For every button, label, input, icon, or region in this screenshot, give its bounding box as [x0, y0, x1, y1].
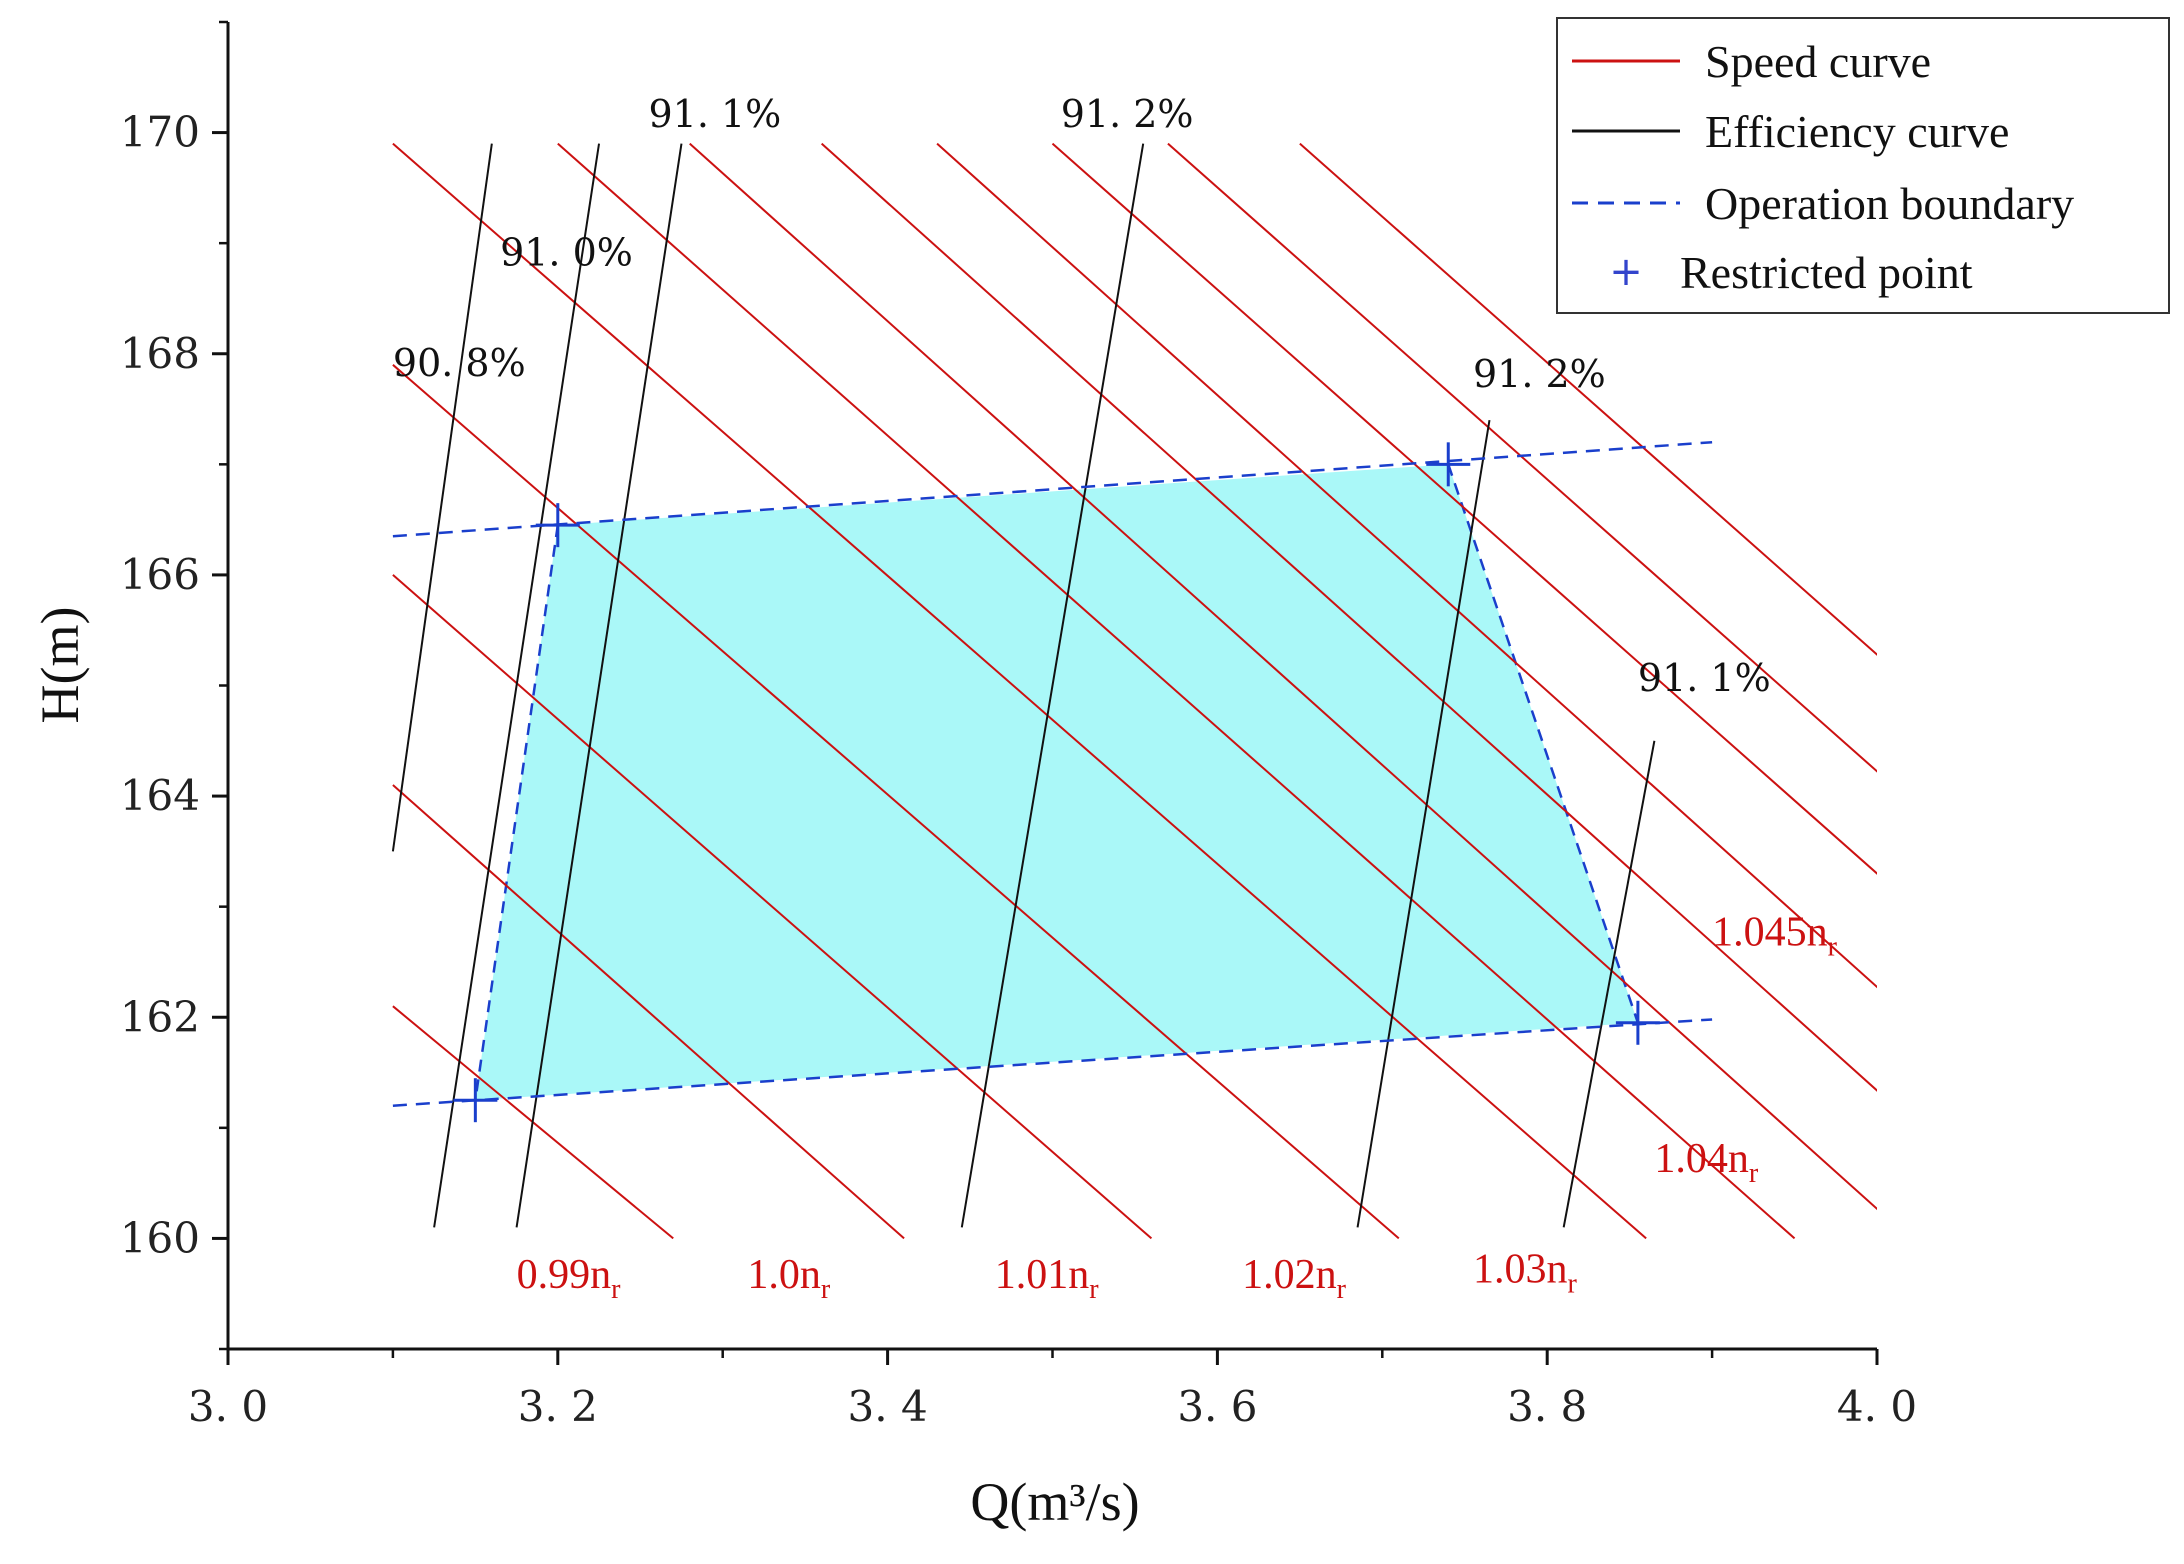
speed-curve-3 [392, 574, 1153, 1240]
efficiency-curve-1 [433, 143, 601, 1228]
restricted-point-1 [535, 503, 580, 548]
speed-curve-10 [1051, 142, 1877, 875]
restricted-point-4 [453, 1078, 498, 1123]
x-tick-label-2: 3. 2 [518, 1382, 598, 1431]
boundary-side-1 [474, 524, 560, 1101]
operation-boundary [392, 440, 1713, 1107]
speed-curve-4 [392, 364, 1400, 1240]
efficiency-label-1: 91. 1% [648, 92, 781, 136]
speed-curve-9 [936, 142, 1877, 989]
restricted-point-3 [1615, 1000, 1660, 1045]
x-axis-title: Q(m³/s) [970, 1472, 1139, 1532]
legend-label-efficiency: Efficiency curve [1705, 106, 2009, 157]
efficiency-curve-2 [515, 143, 683, 1228]
restricted-point-2 [1426, 442, 1471, 487]
speed-curve-6 [557, 142, 1796, 1240]
speed-label-5: 1.03nr [1473, 1247, 1578, 1300]
speed-label-6: 1.04nr [1654, 1136, 1759, 1189]
speed-curve-5 [392, 142, 1647, 1240]
efficiency-curves [391, 143, 1656, 1228]
speed-curve-12 [1299, 142, 1877, 656]
restricted-points [453, 442, 1660, 1123]
boundary-side-2 [1447, 463, 1640, 1024]
y-tick-label-1: 160 [120, 1213, 200, 1262]
boundary-top [392, 440, 1713, 538]
y-tick-label-6: 170 [120, 108, 200, 157]
axes: 3. 0 3. 2 3. 4 3. 6 3. 8 4. 0 160 162 164 166 168 1… [120, 20, 1917, 1431]
efficiency-curve-6 [1562, 740, 1656, 1228]
efficiency-curve-5 [1356, 419, 1491, 1228]
speed-label-4: 1.02nr [1242, 1252, 1347, 1305]
y-tick-label-3: 164 [120, 771, 200, 820]
legend-box [1556, 17, 2170, 314]
y-axis-title: H(m) [30, 607, 90, 724]
efficiency-label-2: 91. 2% [1061, 92, 1194, 136]
speed-curve-7 [689, 142, 1877, 1211]
x-tick-label-3: 3. 4 [848, 1382, 928, 1431]
y-tick-label-2: 162 [120, 992, 200, 1041]
curve-labels: 91. 1% 91. 2% 91. 0% 90. 8% 91. 2% 91. 1% 0.99… [393, 92, 1838, 1305]
legend-marker-icon: + [1609, 249, 1643, 295]
efficiency-label-4: 90. 8% [393, 341, 526, 385]
y-tick-label-4: 166 [120, 550, 200, 599]
legend-label-speed: Speed curve [1705, 36, 1931, 87]
speed-curve-11 [1167, 142, 1877, 773]
efficiency-curve-3 [391, 143, 493, 852]
speed-curves [392, 142, 1877, 1240]
x-tick-label-1: 3. 0 [188, 1382, 268, 1431]
speed-label-3: 1.01nr [995, 1252, 1099, 1305]
x-tick-label-5: 3. 8 [1507, 1382, 1587, 1431]
legend-label-restricted: Restricted point [1680, 247, 1973, 298]
legend-label-boundary: Operation boundary [1705, 178, 2074, 229]
y-tick-label-5: 168 [120, 329, 200, 378]
legend: Speed curve Efficiency curve Operation b… [1556, 17, 2170, 314]
efficiency-label-3: 91. 0% [500, 230, 633, 274]
speed-label-7: 1.045nr [1712, 909, 1838, 962]
x-tick-label-6: 4. 0 [1837, 1382, 1917, 1431]
speed-label-1: 0.99nr [517, 1252, 622, 1305]
efficiency-label-5: 91. 2% [1473, 352, 1606, 396]
operation-region [475, 464, 1638, 1101]
speed-curve-8 [820, 142, 1877, 1092]
efficiency-curve-4 [960, 143, 1145, 1228]
boundary-bottom [392, 1018, 1713, 1107]
x-tick-label-4: 3. 6 [1177, 1382, 1257, 1431]
efficiency-label-6: 91. 1% [1638, 656, 1771, 700]
region-layer [474, 463, 1640, 1101]
speed-label-2: 1.0nr [747, 1252, 831, 1305]
speed-curve-2 [392, 784, 905, 1240]
